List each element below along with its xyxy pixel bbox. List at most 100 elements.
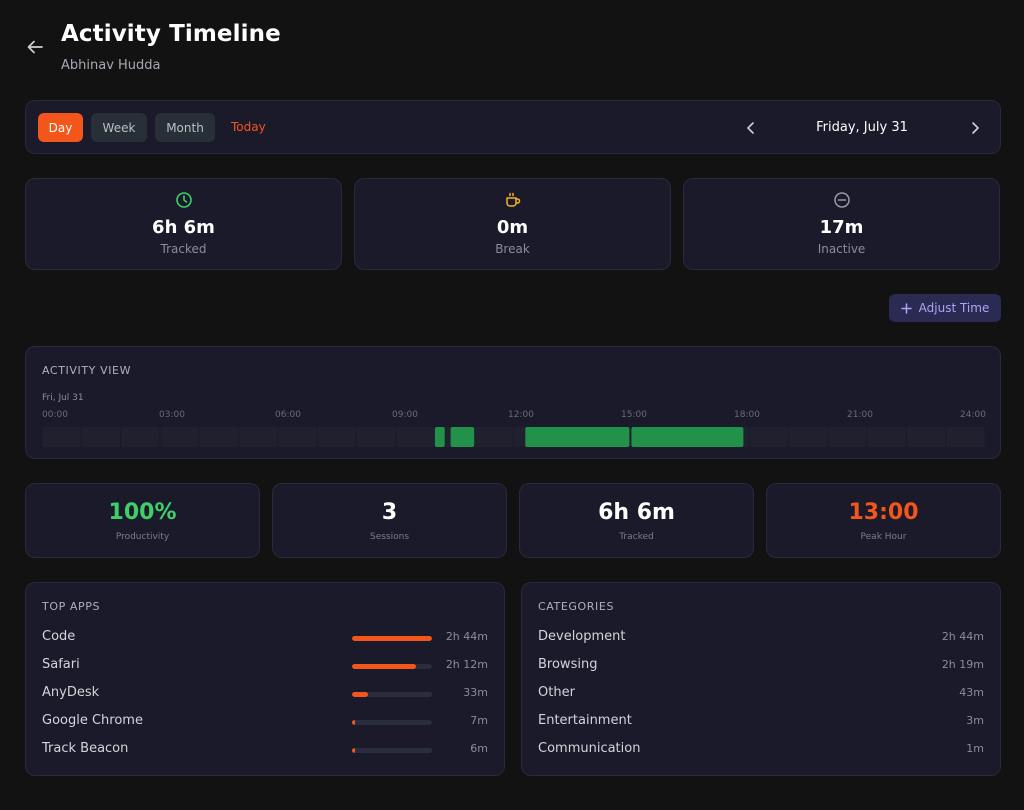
summary-label: Inactive	[817, 242, 866, 256]
activity-view-title: ACTIVITY VIEW	[42, 364, 132, 377]
hour-slot	[199, 427, 238, 447]
stat-card-tracked: 6h 6m Tracked	[519, 483, 754, 558]
hour-slot	[121, 427, 160, 447]
hour-label: 03:00	[159, 410, 185, 420]
hour-label: 09:00	[392, 410, 418, 420]
category-time: 43m	[959, 686, 984, 699]
stat-value: 100%	[108, 500, 177, 525]
app-name: Safari	[42, 657, 80, 672]
app-name: Code	[42, 629, 76, 644]
chevron-right-icon[interactable]	[965, 118, 985, 138]
hour-slot	[317, 427, 356, 447]
activity-view-panel: ACTIVITY VIEW Fri, Jul 31 00:00 03:00 06…	[25, 346, 1001, 459]
summary-card-inactive: 17m Inactive	[683, 178, 1000, 270]
categories-panel: CATEGORIES Development 2h 44m Browsing 2…	[521, 582, 1001, 776]
app-usage-bar	[352, 636, 432, 641]
summary-value: 6h 6m	[152, 217, 215, 238]
today-link[interactable]: Today	[231, 120, 266, 134]
activity-session-block[interactable]	[631, 427, 744, 447]
app-row: AnyDesk 33m	[42, 683, 488, 703]
app-name: AnyDesk	[42, 685, 100, 700]
app-name: Google Chrome	[42, 713, 143, 728]
hour-label: 21:00	[847, 410, 873, 420]
stat-label: Peak Hour	[860, 532, 907, 542]
app-time: 7m	[470, 714, 488, 727]
page-title: Activity Timeline	[61, 21, 281, 47]
hour-label: 12:00	[508, 410, 534, 420]
category-time: 1m	[966, 742, 984, 755]
app-time: 2h 12m	[445, 658, 488, 671]
hour-slot	[946, 427, 985, 447]
app-usage-bar	[352, 748, 432, 753]
app-time: 6m	[470, 742, 488, 755]
app-usage-bar	[352, 664, 432, 669]
range-week-button[interactable]: Week	[91, 113, 147, 142]
hour-slot	[356, 427, 396, 447]
stat-value: 3	[381, 500, 398, 525]
clock-icon	[175, 192, 192, 208]
category-name: Browsing	[538, 657, 598, 672]
current-date: Friday, July 31	[816, 120, 908, 135]
adjust-time-button[interactable]: Adjust Time	[889, 294, 1001, 322]
top-apps-title: TOP APPS	[42, 600, 101, 613]
summary-label: Break	[495, 242, 530, 256]
hour-slot	[81, 427, 121, 447]
coffee-icon	[505, 192, 520, 207]
category-row: Development 2h 44m	[538, 627, 984, 647]
hour-slot	[278, 427, 317, 447]
category-row: Browsing 2h 19m	[538, 655, 984, 675]
app-row: Safari 2h 12m	[42, 655, 488, 675]
chevron-left-icon[interactable]	[741, 118, 761, 138]
plus-icon	[900, 302, 912, 314]
app-row: Code 2h 44m	[42, 627, 488, 647]
hour-label: 18:00	[734, 410, 760, 420]
category-row: Entertainment 3m	[538, 711, 984, 731]
top-apps-panel: TOP APPS Code 2h 44m Safari 2h 12m AnyDe…	[25, 582, 505, 776]
app-row: Track Beacon 6m	[42, 739, 488, 759]
category-time: 2h 44m	[941, 630, 984, 643]
hour-slot	[828, 427, 867, 447]
minus-circle-icon	[833, 192, 850, 208]
stat-value: 6h 6m	[598, 500, 675, 525]
stat-label: Tracked	[619, 532, 654, 542]
back-arrow-icon[interactable]	[24, 36, 46, 58]
hour-slot	[239, 427, 278, 447]
hour-label: 00:00	[42, 410, 68, 420]
app-name: Track Beacon	[42, 741, 129, 756]
date-toolbar: Day Week Month Today Friday, July 31	[25, 100, 1001, 154]
category-time: 3m	[966, 714, 984, 727]
hour-slot	[749, 427, 789, 447]
category-name: Other	[538, 685, 575, 700]
hour-slot	[474, 427, 513, 447]
range-day-button[interactable]: Day	[38, 113, 83, 142]
user-name: Abhinav Hudda	[61, 58, 161, 73]
stat-card-sessions: 3 Sessions	[272, 483, 507, 558]
stat-card-productivity: 100% Productivity	[25, 483, 260, 558]
hour-label: 24:00	[960, 410, 986, 420]
stat-label: Productivity	[115, 532, 170, 542]
app-time: 2h 44m	[445, 630, 488, 643]
range-month-button[interactable]: Month	[155, 113, 215, 142]
hour-slot	[867, 427, 906, 447]
stat-label: Sessions	[369, 532, 410, 542]
hour-label: 15:00	[621, 410, 647, 420]
activity-session-block[interactable]	[434, 427, 445, 447]
hour-slot	[160, 427, 199, 447]
activity-timeline-track[interactable]	[42, 427, 985, 447]
category-row: Other 43m	[538, 683, 984, 703]
activity-session-block[interactable]	[450, 427, 475, 447]
app-row: Google Chrome 7m	[42, 711, 488, 731]
categories-title: CATEGORIES	[538, 600, 615, 613]
activity-date: Fri, Jul 31	[42, 393, 84, 403]
summary-label: Tracked	[160, 242, 207, 256]
hour-slot	[42, 427, 81, 447]
stat-value: 13:00	[848, 500, 919, 525]
summary-card-tracked: 6h 6m Tracked	[25, 178, 342, 270]
hour-slot	[396, 427, 435, 447]
app-usage-bar	[352, 692, 432, 697]
stat-card-peak-hour: 13:00 Peak Hour	[766, 483, 1001, 558]
category-row: Communication 1m	[538, 739, 984, 759]
category-time: 2h 19m	[941, 658, 984, 671]
hour-slot	[789, 427, 828, 447]
activity-session-block[interactable]	[525, 427, 630, 447]
